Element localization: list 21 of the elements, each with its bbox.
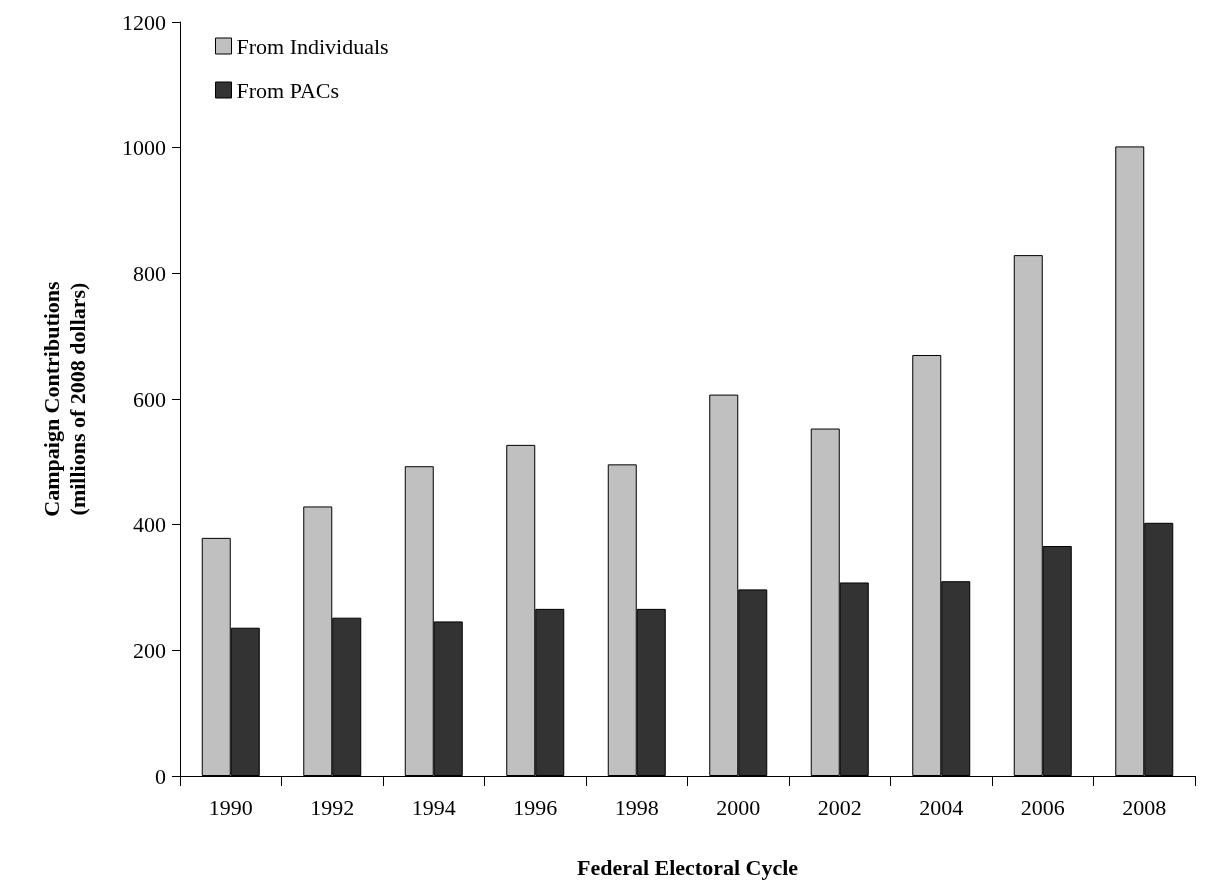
- x-tick-label: 2008: [1122, 794, 1167, 820]
- x-tick-label: 1994: [411, 794, 456, 820]
- x-tick-label: 1998: [614, 794, 659, 820]
- y-tick-label: 800: [133, 260, 166, 286]
- y-tick-label: 1000: [122, 135, 166, 161]
- y-tick-label: 200: [133, 637, 166, 663]
- x-tick-label: 2004: [919, 794, 964, 820]
- x-tick-label: 2006: [1020, 794, 1065, 820]
- x-tick-label: 1990: [208, 794, 253, 820]
- legend-label: From Individuals: [236, 33, 389, 59]
- x-tick-label: 2002: [817, 794, 862, 820]
- x-tick-label: 1996: [513, 794, 558, 820]
- y-tick-label: 600: [133, 386, 166, 412]
- legend-label: From PACs: [236, 77, 340, 103]
- y-tick-label: 0: [155, 763, 166, 789]
- y-tick-label: 1200: [122, 9, 166, 35]
- y-axis-title: Campaign Contributions (millions of 2008 dollars): [38, 280, 90, 517]
- x-tick-label: 1992: [310, 794, 355, 820]
- x-tick-label: 2000: [716, 794, 761, 820]
- y-tick-label: 400: [133, 512, 166, 538]
- x-axis-title: Federal Electoral Cycle: [576, 854, 799, 880]
